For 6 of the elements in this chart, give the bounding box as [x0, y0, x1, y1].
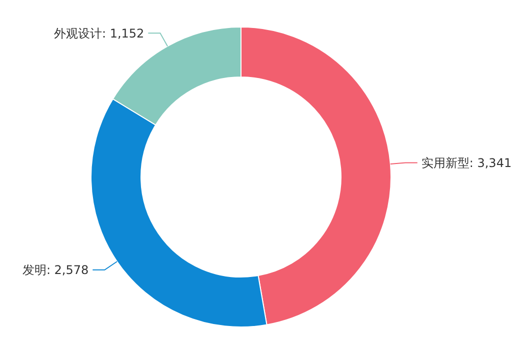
data-label: : 3,341: [469, 156, 512, 170]
slice-label: 发明: [22, 263, 46, 278]
slice-label: 实用新型: [421, 156, 470, 170]
data-label: : 1,152: [102, 26, 144, 40]
data-label: : 2,578: [46, 263, 89, 278]
slice-label: 外观设计: [54, 26, 102, 40]
